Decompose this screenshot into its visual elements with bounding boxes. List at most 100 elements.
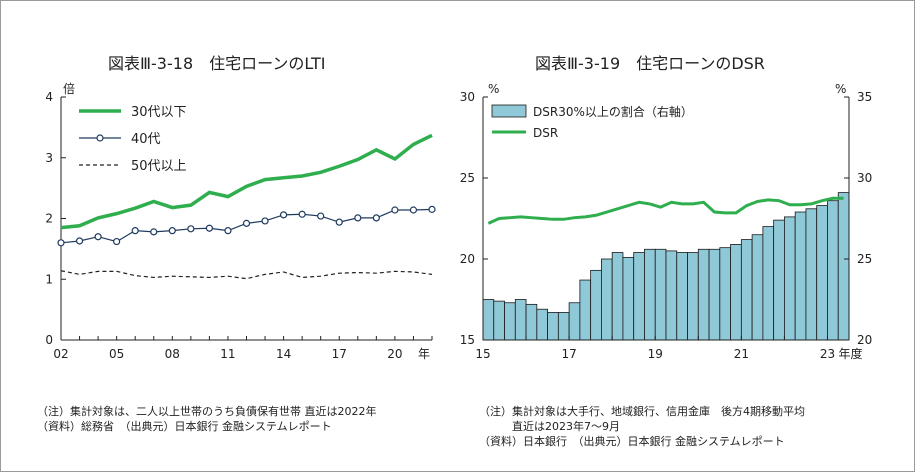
bar xyxy=(536,308,548,341)
x-tick-label: 14 xyxy=(276,347,291,361)
x-tick-label: 19 xyxy=(648,347,663,361)
data-point xyxy=(168,227,176,235)
right-y-unit-label: % xyxy=(835,82,846,96)
legend-swatch-bar xyxy=(491,104,527,118)
data-point xyxy=(428,205,436,213)
data-point xyxy=(409,206,418,214)
left-y-tick-label: 20 xyxy=(460,252,475,266)
bar xyxy=(601,258,613,341)
bar xyxy=(504,302,516,341)
data-point xyxy=(242,219,251,227)
data-point xyxy=(75,237,84,245)
data-point xyxy=(298,210,306,218)
data-point xyxy=(205,224,213,232)
bar xyxy=(568,302,581,341)
data-point xyxy=(261,217,269,225)
x-tick-label: 05 xyxy=(109,347,124,361)
y-tick-label: 4 xyxy=(45,90,53,104)
data-point xyxy=(187,225,195,233)
right-y-tick-label: 35 xyxy=(857,90,872,104)
left-y-tick-label: 30 xyxy=(460,90,475,104)
x-tick-label: 17 xyxy=(332,347,347,361)
data-point xyxy=(317,212,325,220)
data-point xyxy=(280,211,288,219)
bar xyxy=(773,219,785,341)
right-chart-title: 図表Ⅲ-3-19 住宅ローンのDSR xyxy=(535,54,765,73)
x-tick-label: 02 xyxy=(53,347,68,361)
bar xyxy=(805,208,818,341)
bar xyxy=(590,269,602,341)
left-note-1: （注）集計対象は、二人以上世帯のうち負債保有世帯 直近は2022年 xyxy=(37,405,377,418)
lti-chart: 0 1 2 3 4倍 02 05 08 11 14 17 20 年 30代以下 40代 50代以上 xyxy=(45,81,436,361)
data-point xyxy=(113,237,121,246)
bar xyxy=(827,200,839,341)
data-point xyxy=(57,239,65,247)
data-point xyxy=(391,206,399,214)
bar xyxy=(493,300,505,341)
y-tick-label: 3 xyxy=(45,151,53,165)
bar xyxy=(730,244,742,341)
bar xyxy=(794,211,807,341)
bar xyxy=(579,279,592,341)
left-y-tick-label: 15 xyxy=(460,333,475,347)
y-tick-label: 1 xyxy=(45,272,53,286)
y-unit-label: 倍 xyxy=(63,81,75,96)
bar xyxy=(644,248,656,341)
bar xyxy=(837,192,850,341)
x-tick-label: 17 xyxy=(561,347,576,361)
bar xyxy=(654,248,667,341)
right-note-2: 直近は2023年7～9月 xyxy=(479,420,620,433)
data-point xyxy=(354,214,362,222)
bar xyxy=(547,312,559,341)
legend-label: 30代以下 xyxy=(131,105,187,120)
dsr-line xyxy=(487,196,844,225)
data-point xyxy=(372,214,380,222)
legend-label-bar: DSR30%以上の割合（右軸） xyxy=(533,104,693,119)
y-tick-label: 0 xyxy=(45,333,53,347)
data-point xyxy=(224,227,232,235)
bar xyxy=(697,248,710,341)
left-note-2: （資料）総務省 （出典元）日本銀行 金融システムレポート xyxy=(37,420,332,433)
bar xyxy=(751,234,764,341)
bar xyxy=(665,250,678,341)
bar xyxy=(622,256,635,341)
x-tick-label: 23 xyxy=(820,347,835,361)
bar xyxy=(740,239,753,341)
left-y-tick-label: 25 xyxy=(460,171,475,185)
data-point xyxy=(94,233,102,241)
bar xyxy=(719,247,731,341)
bar xyxy=(525,303,538,341)
bar xyxy=(708,248,721,341)
x-unit-label: 年度 xyxy=(838,346,862,361)
x-tick-label: 11 xyxy=(220,347,235,361)
legend-label: 50代以上 xyxy=(131,159,187,174)
legend-marker xyxy=(96,134,104,142)
right-y-tick-label: 20 xyxy=(857,333,872,347)
bar xyxy=(633,252,645,341)
bar xyxy=(816,205,828,341)
bar xyxy=(687,252,699,341)
bar xyxy=(514,299,527,341)
legend-label: 40代 xyxy=(131,132,161,147)
bar xyxy=(482,299,495,341)
data-point xyxy=(131,227,139,235)
x-tick-label: 15 xyxy=(475,347,490,361)
bar xyxy=(762,226,775,341)
left-chart-title: 図表Ⅲ-3-18 住宅ローンのLTI xyxy=(108,54,326,73)
bar xyxy=(557,312,570,341)
right-y-tick-label: 25 xyxy=(857,252,872,266)
legend-label-line: DSR xyxy=(533,126,558,140)
y-tick-label: 2 xyxy=(45,212,53,226)
bar xyxy=(611,252,624,341)
bar xyxy=(784,216,796,341)
x-tick-label: 08 xyxy=(165,347,180,361)
series-line-30代以下 xyxy=(60,133,433,230)
left-y-unit-label: % xyxy=(488,82,499,96)
bar xyxy=(676,252,688,341)
data-point xyxy=(150,228,158,236)
right-y-tick-label: 30 xyxy=(857,171,872,185)
data-point xyxy=(335,218,343,226)
right-note-1: （注）集計対象は大手行、地域銀行、信用金庫 後方4期移動平均 xyxy=(479,405,805,418)
x-tick-label: 20 xyxy=(387,347,402,361)
